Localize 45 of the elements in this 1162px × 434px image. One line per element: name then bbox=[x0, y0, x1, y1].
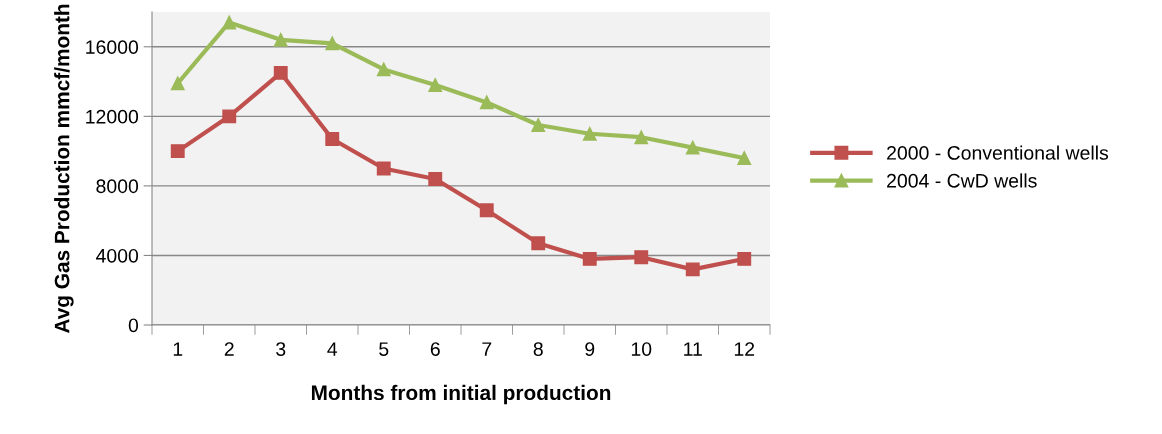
point bbox=[582, 126, 597, 141]
legend-label: 2004 - CwD wells bbox=[887, 173, 1037, 188]
y-axis-title: Avg Gas Production mmcf/month bbox=[54, 4, 74, 334]
point bbox=[479, 203, 494, 218]
x-tick-label: 9 bbox=[585, 342, 595, 356]
x-tick-label: 12 bbox=[734, 342, 755, 356]
point bbox=[325, 131, 340, 146]
x-axis-title: Months from initial production bbox=[311, 384, 611, 405]
point bbox=[634, 250, 649, 265]
x-tick-label: 10 bbox=[631, 342, 652, 356]
y-tick-label: 4000 bbox=[96, 248, 139, 263]
x-tick-label: 11 bbox=[684, 342, 702, 356]
point bbox=[428, 78, 443, 92]
x-tick-label: 5 bbox=[379, 342, 389, 356]
point bbox=[737, 251, 752, 266]
x-tick-label: 8 bbox=[533, 342, 543, 356]
y-tick-label: 0 bbox=[128, 318, 139, 333]
point bbox=[428, 171, 443, 186]
point bbox=[737, 151, 752, 166]
point bbox=[222, 15, 237, 30]
point bbox=[325, 36, 340, 51]
point bbox=[479, 95, 494, 110]
x-tick-label: 3 bbox=[276, 342, 286, 356]
point bbox=[531, 236, 546, 251]
point bbox=[376, 161, 391, 176]
point bbox=[685, 262, 700, 277]
x-tick-label: 4 bbox=[327, 342, 338, 356]
point bbox=[170, 76, 185, 91]
point bbox=[222, 109, 237, 124]
point bbox=[273, 65, 288, 80]
point bbox=[685, 140, 700, 155]
x-tick-label: 6 bbox=[430, 342, 440, 356]
legend-label: 2000 - Conventional wells bbox=[887, 145, 1109, 160]
point bbox=[582, 251, 597, 266]
x-tick-label: 1 bbox=[173, 342, 183, 356]
point bbox=[170, 144, 185, 159]
point bbox=[273, 32, 288, 47]
point bbox=[376, 62, 391, 77]
y-tick-label: 12000 bbox=[86, 109, 139, 124]
y-tick-label: 8000 bbox=[96, 179, 139, 194]
x-tick-label: 2 bbox=[224, 342, 234, 356]
x-tick-label: 7 bbox=[482, 342, 492, 356]
point bbox=[531, 118, 546, 132]
point bbox=[634, 130, 649, 145]
y-tick-label: 16000 bbox=[86, 40, 139, 55]
